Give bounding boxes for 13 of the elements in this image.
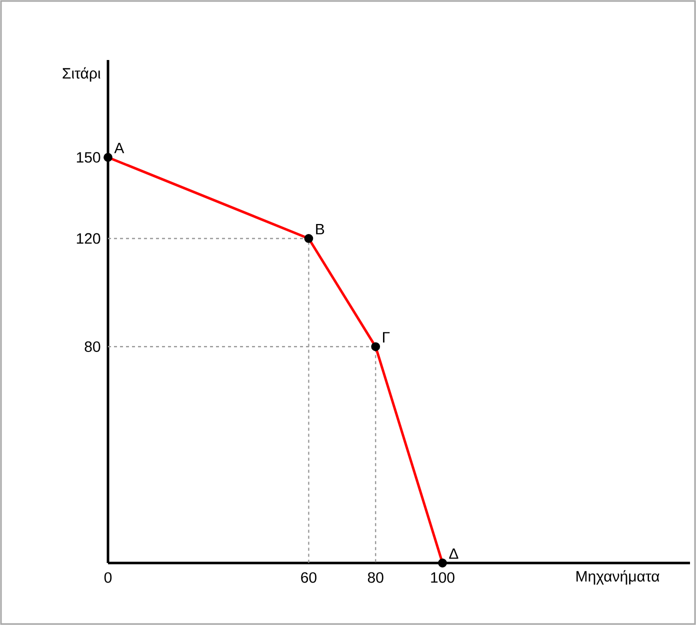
x-tick-label: 100 [431, 572, 454, 583]
y-tick-label: 80 [84, 341, 100, 352]
y-tick-label: 150 [76, 152, 100, 163]
annotation: Β [316, 224, 324, 234]
y-axis-title: Σιτάρι [62, 67, 100, 82]
x-tick-label: 0 [104, 572, 112, 583]
x-tick-label: 80 [368, 572, 384, 583]
annotation: Δ [449, 548, 458, 559]
y-tick-label: 120 [76, 233, 100, 244]
annotation: Γ [383, 332, 390, 342]
x-tick-label: 60 [301, 572, 316, 583]
annotation: Α [114, 142, 124, 154]
x-axis-title: Μηχανήματα [576, 570, 660, 585]
